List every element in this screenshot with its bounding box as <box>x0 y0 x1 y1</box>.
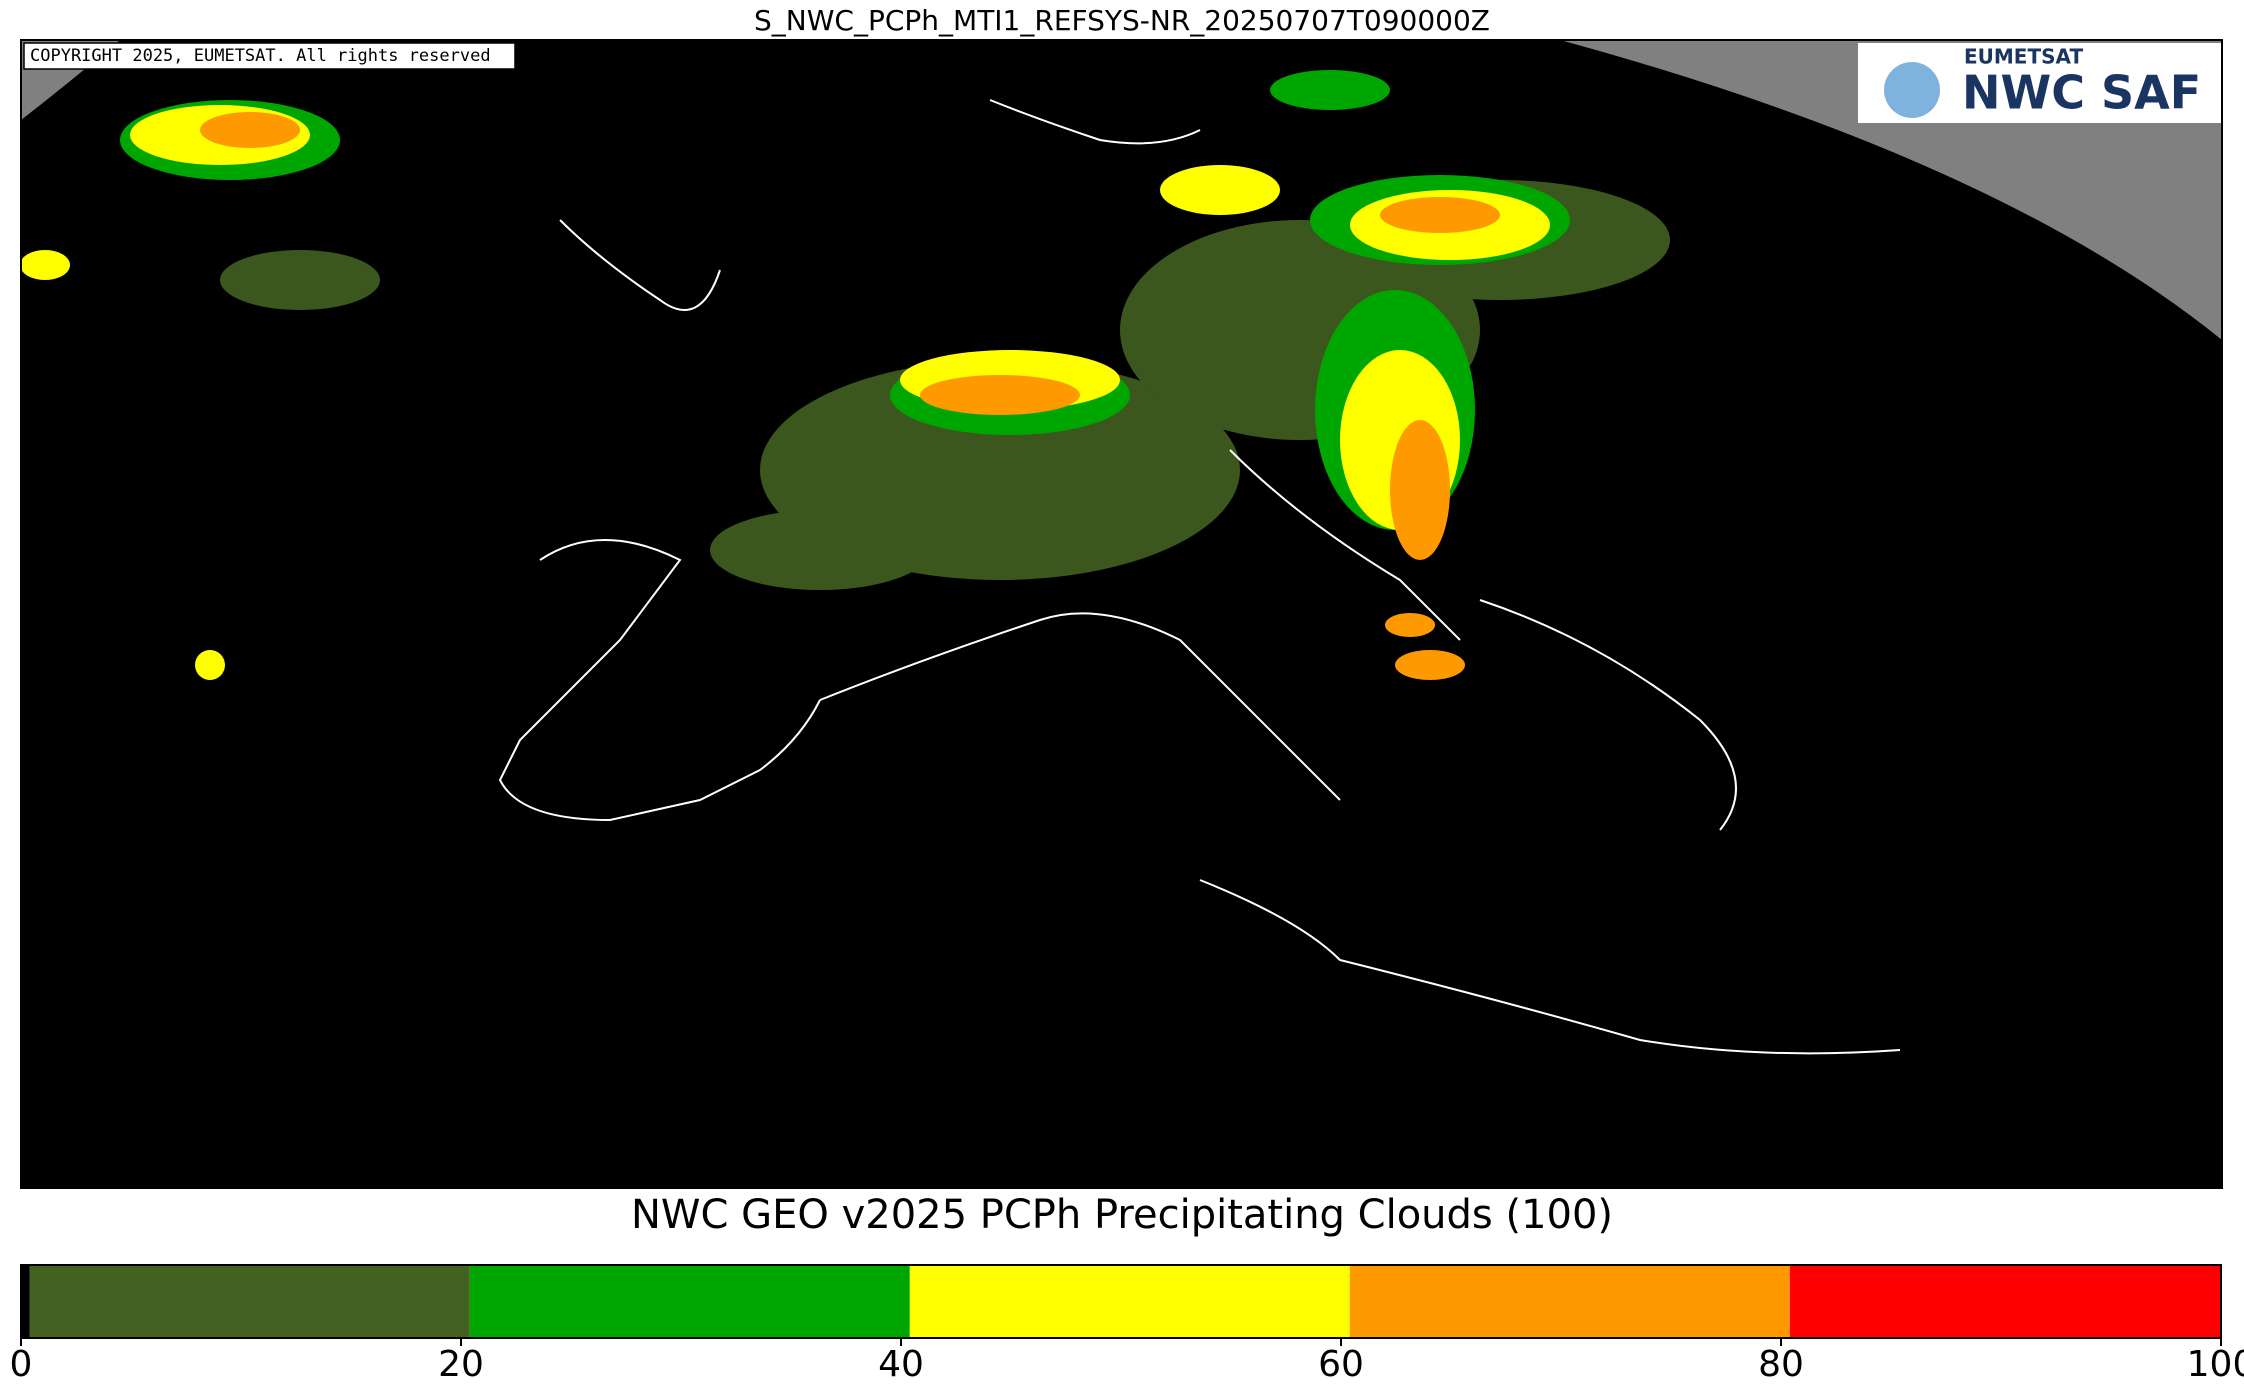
colorbar: 0 20 40 60 80 100 <box>10 1264 2244 1385</box>
copyright: COPYRIGHT 2025, EUMETSAT. All rights res… <box>30 46 491 66</box>
map-frame <box>20 39 2223 1189</box>
colorbar-title: NWC GEO v2025 PCPh Precipitating Clouds … <box>631 1192 1613 1238</box>
colorbar-tick-label: 0 <box>10 1344 33 1385</box>
colorbar-segment <box>1789 1265 2221 1338</box>
colorbar-tick-label: 80 <box>1758 1344 1804 1385</box>
colorbar-frame <box>20 1264 2222 1339</box>
very-heavy-precip <box>200 112 1500 680</box>
copyright-box <box>23 42 516 70</box>
colorbar-tick-label: 40 <box>878 1344 924 1385</box>
logo-top: EUMETSAT <box>1964 45 2083 69</box>
map: COPYRIGHT 2025, EUMETSAT. All rights res… <box>20 39 2223 1189</box>
logo-icon <box>1884 62 1940 118</box>
colorbar-segment <box>1349 1265 1790 1338</box>
map-background <box>21 40 2222 1188</box>
colorbar-segment <box>21 1265 30 1338</box>
image-title: S_NWC_PCPh_MTI1_REFSYS-NR_20250707T09000… <box>754 4 1490 37</box>
colorbar-segment <box>909 1265 1350 1338</box>
colorbar-segment <box>29 1265 470 1338</box>
logo-main: NWC SAF <box>1962 66 2201 120</box>
colorbar-tick-label: 20 <box>438 1344 484 1385</box>
coastlines <box>498 99 1901 1055</box>
colorbar-tick-label: 100 <box>2187 1344 2244 1385</box>
colorbar-segment <box>469 1265 910 1338</box>
colorbar-tick-label: 60 <box>1318 1344 1364 1385</box>
